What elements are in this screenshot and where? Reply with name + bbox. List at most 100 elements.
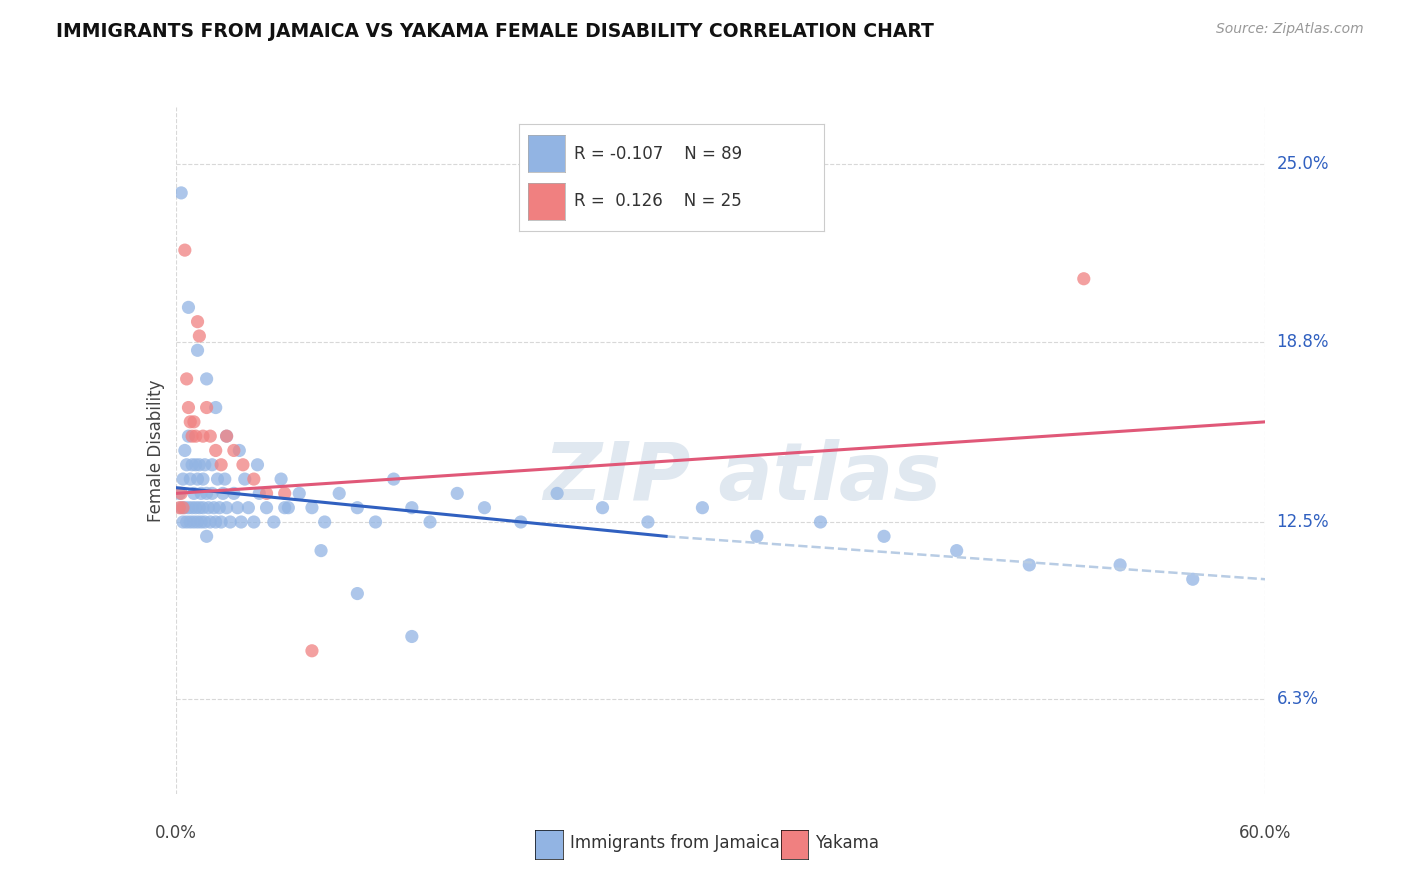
Point (188, 500, 211, 515)
Point (176, 372, 198, 386)
Point (208, 500, 231, 515)
Text: Immigrants from Jamaica: Immigrants from Jamaica (571, 834, 780, 853)
Point (170, 500, 193, 515)
Point (474, 500, 496, 515)
Point (274, 486, 297, 500)
Point (191, 472, 214, 486)
Point (179, 415, 201, 429)
Point (215, 429, 238, 443)
Point (184, 458, 207, 472)
Point (1073, 272, 1095, 286)
Point (328, 486, 350, 500)
Point (204, 401, 226, 415)
Point (288, 486, 311, 500)
Point (219, 515, 242, 529)
Point (256, 486, 278, 500)
Point (194, 515, 217, 529)
Point (1018, 558, 1040, 572)
Point (172, 515, 194, 529)
Text: 0.0%: 0.0% (155, 824, 197, 842)
Point (228, 443, 250, 458)
Y-axis label: Female Disability: Female Disability (146, 379, 165, 522)
Point (637, 515, 659, 529)
Point (209, 515, 232, 529)
Point (170, 486, 193, 500)
Point (191, 500, 214, 515)
Text: Source: ZipAtlas.com: Source: ZipAtlas.com (1216, 22, 1364, 37)
Point (200, 515, 222, 529)
Point (346, 586, 368, 600)
Point (692, 500, 714, 515)
Point (188, 329, 211, 343)
Point (314, 515, 336, 529)
Point (212, 486, 235, 500)
Point (232, 458, 254, 472)
Text: 25.0%: 25.0% (1277, 155, 1329, 173)
Point (169, 486, 191, 500)
Point (419, 515, 441, 529)
Point (200, 429, 222, 443)
Point (270, 472, 292, 486)
Point (201, 458, 224, 472)
Point (214, 472, 236, 486)
Point (446, 486, 468, 500)
Point (177, 500, 200, 515)
Point (177, 401, 200, 415)
Text: 60.0%: 60.0% (1239, 824, 1292, 842)
Text: Yakama: Yakama (815, 834, 879, 853)
Point (173, 500, 195, 515)
Point (346, 500, 368, 515)
Point (177, 429, 200, 443)
Point (172, 500, 194, 515)
Point (195, 486, 218, 500)
Point (238, 500, 260, 515)
Point (202, 500, 225, 515)
Point (945, 543, 967, 558)
Point (243, 515, 266, 529)
Point (197, 500, 219, 515)
Point (215, 429, 238, 443)
Point (179, 472, 201, 486)
Point (215, 500, 238, 515)
Point (177, 301, 200, 315)
Point (382, 472, 405, 486)
Point (173, 443, 195, 458)
Point (301, 500, 323, 515)
Point (309, 543, 332, 558)
Text: IMMIGRANTS FROM JAMAICA VS YAKAMA FEMALE DISABILITY CORRELATION CHART: IMMIGRANTS FROM JAMAICA VS YAKAMA FEMALE… (56, 22, 934, 41)
Point (301, 644, 323, 658)
Point (190, 486, 212, 500)
Point (181, 500, 204, 515)
Point (186, 515, 209, 529)
Point (172, 472, 194, 486)
Point (401, 630, 423, 644)
Point (222, 443, 245, 458)
Point (231, 515, 253, 529)
Point (190, 515, 212, 529)
Point (183, 515, 205, 529)
Text: 12.5%: 12.5% (1277, 513, 1329, 531)
Point (226, 500, 249, 515)
Point (184, 500, 207, 515)
Point (233, 472, 256, 486)
Point (246, 458, 269, 472)
Point (509, 515, 531, 529)
Point (247, 486, 270, 500)
Point (184, 429, 207, 443)
Point (873, 529, 896, 543)
Point (181, 429, 204, 443)
Point (186, 343, 209, 358)
Point (204, 443, 226, 458)
Point (209, 458, 232, 472)
Point (179, 515, 201, 529)
Text: 18.8%: 18.8% (1277, 333, 1329, 351)
Point (186, 315, 209, 329)
Point (222, 486, 245, 500)
Point (186, 472, 209, 486)
Point (191, 429, 214, 443)
Text: 6.3%: 6.3% (1277, 690, 1319, 708)
Point (201, 486, 224, 500)
Point (1181, 572, 1204, 586)
Point (810, 515, 832, 529)
Point (195, 401, 218, 415)
